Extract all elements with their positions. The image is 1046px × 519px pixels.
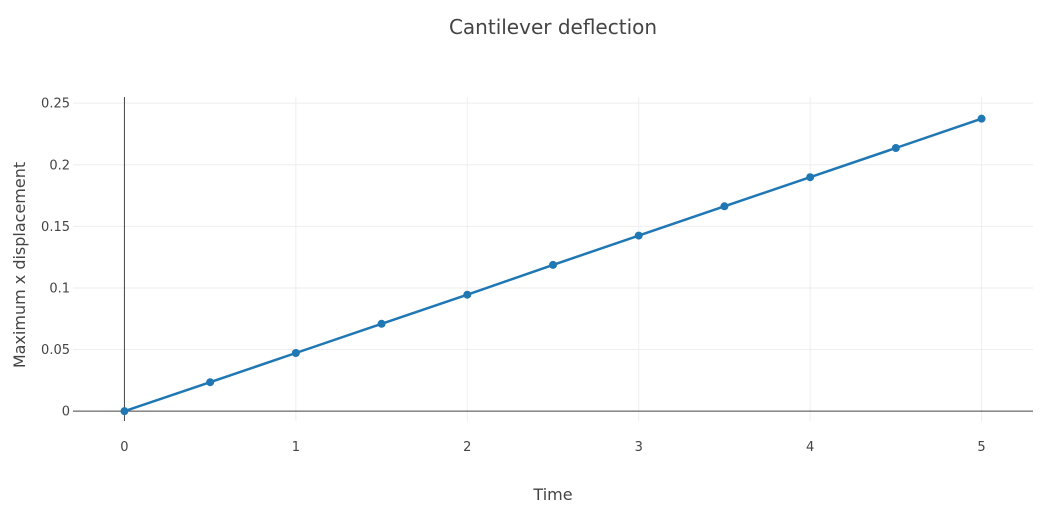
x-tick-label: 5 xyxy=(977,440,985,455)
x-tick-label: 2 xyxy=(463,440,471,455)
y-tick-label: 0.15 xyxy=(41,220,70,235)
x-tick-label: 1 xyxy=(292,440,300,455)
y-axis-title: Maximum x displacement xyxy=(10,162,29,368)
y-tick-label: 0.1 xyxy=(49,281,70,296)
tick-labels: 0 1 2 3 4 5 0 0.05 0.1 0.15 0.2 0.25 xyxy=(41,97,986,455)
x-tick-label: 4 xyxy=(806,440,814,455)
data-point[interactable] xyxy=(120,407,129,416)
data-point[interactable] xyxy=(206,378,215,387)
x-tick-label: 0 xyxy=(120,440,128,455)
axes xyxy=(73,97,1033,421)
x-tick-label: 3 xyxy=(635,440,643,455)
grid-lines xyxy=(73,97,1033,421)
data-point[interactable] xyxy=(634,231,643,240)
data-series xyxy=(120,114,986,416)
y-tick-label: 0.05 xyxy=(41,343,70,358)
y-tick-label: 0.25 xyxy=(41,97,70,112)
data-point[interactable] xyxy=(977,114,986,123)
y-tick-label: 0.2 xyxy=(49,158,70,173)
x-axis-title: Time xyxy=(532,485,572,504)
data-point[interactable] xyxy=(891,144,900,153)
data-point[interactable] xyxy=(549,260,557,269)
data-point[interactable] xyxy=(291,348,300,357)
y-tick-label: 0 xyxy=(62,405,70,420)
data-point[interactable] xyxy=(463,290,472,299)
data-point[interactable] xyxy=(806,173,815,182)
chart-title: Cantilever deflection xyxy=(449,15,657,39)
data-point[interactable] xyxy=(377,319,386,328)
data-point[interactable] xyxy=(720,202,729,211)
